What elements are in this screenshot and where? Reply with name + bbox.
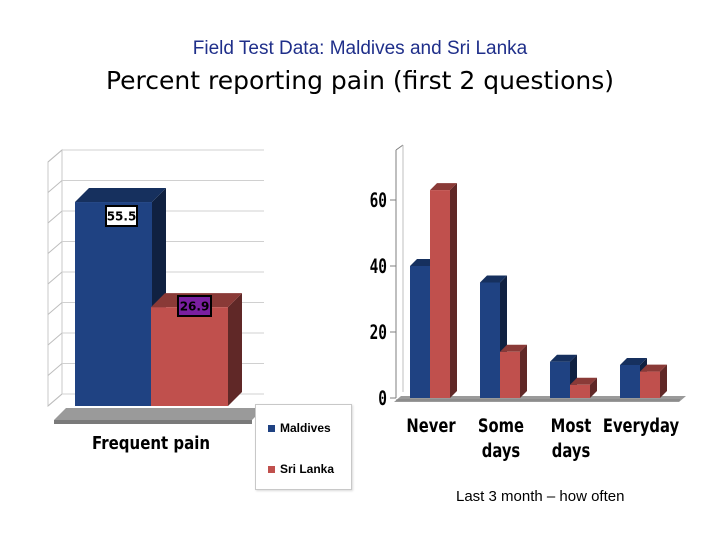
y-tick-label-40: 40 [370,256,387,279]
bar-never-maldives-front [410,266,430,398]
legend-swatch-sri-lanka [268,465,275,473]
bar-frequent-pain-sri-lanka [151,293,242,406]
category-label-some-days-line1: Some [478,414,524,436]
bar-most-days-sri-lanka-side [590,377,597,398]
bar-everyday-sri-lanka [640,364,667,398]
bar-frequent-pain-maldives-front [75,202,152,406]
legend-swatch-maldives [268,424,275,432]
bar-frequent-pain-maldives-top [75,188,166,203]
left-gridline-diag [47,241,63,254]
slide-subtitle: Field Test Data: Maldives and Sri Lanka [192,38,528,59]
bar-some-days-maldives-top [480,275,507,283]
bar-some-days-maldives-front [480,282,500,398]
legend-item-sri-lanka: Sri Lanka [268,462,334,476]
left-gridline-diag [47,302,63,315]
bar-frequent-pain-sri-lanka-side [228,293,242,406]
category-label-frequent-pain: Frequent pain [92,433,210,454]
bar-everyday-sri-lanka-side [660,364,667,398]
category-label-most-days-line1: Most [551,414,592,436]
left-chart-floor-edge [54,420,252,424]
category-label-most-days-line2: days [552,439,590,461]
bar-most-days-maldives [550,354,577,398]
left-gridline-diag [47,149,63,163]
bar-frequent-pain-sri-lanka-front [151,307,228,406]
y-tick-label-60: 60 [370,190,387,213]
bar-most-days-sri-lanka-front [570,384,590,398]
legend-label-maldives: Maldives [280,421,331,435]
left-gridline-diag [47,363,63,376]
left-gridline-diag [47,210,63,224]
category-label-never: Never [406,414,456,436]
bar-some-days-sri-lanka [500,344,527,398]
data-label-sri-lanka: 26.9 [180,300,210,314]
left-chart-floor [54,408,264,420]
left-gridline-diag [47,393,63,407]
bar-everyday-sri-lanka-top [640,364,667,372]
category-label-everyday: Everyday [603,414,679,436]
chart-legend: Maldives Sri Lanka [255,404,352,490]
bar-most-days-maldives-front [550,361,570,398]
y-tick-label-20: 20 [370,322,387,345]
slide-title: Percent reporting pain (first 2 question… [105,66,615,95]
bar-some-days-sri-lanka-top [500,344,527,352]
bar-some-days-sri-lanka-front [500,351,520,398]
bar-everyday-maldives-front [620,365,640,398]
bar-some-days-sri-lanka-side [520,344,527,398]
bar-never-sri-lanka-side [450,183,457,398]
bar-everyday-sri-lanka-front [640,371,660,398]
category-label-some-days-line2: days [482,439,520,461]
bar-most-days-sri-lanka-top [570,377,597,385]
data-label-box-maldives [105,205,138,227]
right-y-axis-cap [395,144,404,151]
y-tick-label-0: 0 [378,388,387,411]
data-label-box-sri-lanka [177,295,212,317]
left-gridline-diag [47,180,63,193]
bar-never-sri-lanka-top [430,183,457,191]
legend-item-maldives: Maldives [268,421,331,435]
bar-never-sri-lanka-front [430,190,450,398]
bar-most-days-sri-lanka [570,377,597,398]
bar-most-days-maldives-top [550,354,577,362]
bar-never-sri-lanka [430,183,457,398]
chart-footnote: Last 3 month – how often [456,488,625,505]
data-label-maldives: 55.5 [107,210,137,224]
left-gridline-diag [47,332,63,346]
left-gridline-diag [47,271,63,285]
bar-everyday-maldives-top [620,358,647,365]
legend-label-sri-lanka: Sri Lanka [280,462,335,476]
